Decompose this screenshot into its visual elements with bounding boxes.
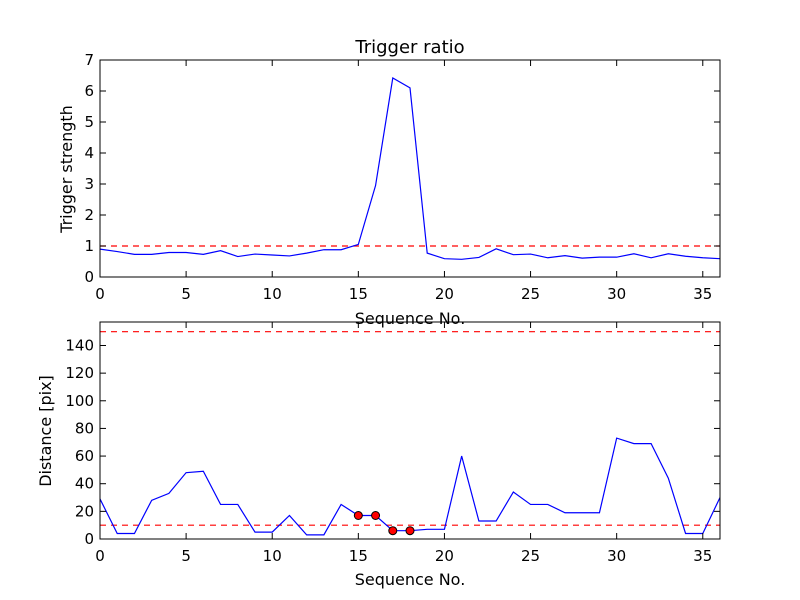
y-tick-label: 4 (84, 144, 94, 162)
y-axis-label: Trigger strength (57, 105, 76, 234)
x-tick-label: 20 (435, 285, 454, 303)
x-tick-label: 35 (693, 547, 712, 565)
distance-panel: Sequence No. Distance [pix] 0 5 10 15 20 25 30… (36, 321, 721, 589)
y-tick-label: 60 (75, 447, 94, 465)
data-point-marker (388, 526, 398, 536)
plot-frame (99, 321, 721, 540)
x-axis-label: Sequence No. (355, 570, 466, 589)
x-tick-label: 30 (607, 285, 626, 303)
x-tick-label: 15 (349, 547, 368, 565)
y-tick-label: 100 (65, 392, 94, 410)
y-axis-label: Distance [pix] (36, 375, 55, 487)
x-tick-label: 30 (607, 547, 626, 565)
y-tick-label: 0 (84, 530, 94, 548)
x-tick-label: 5 (181, 285, 191, 303)
y-tick-label: 120 (65, 364, 94, 382)
x-tick-label: 20 (435, 547, 454, 565)
x-tick-label: 5 (181, 547, 191, 565)
data-point-marker (371, 511, 381, 521)
x-axis-label: Sequence No. (355, 309, 466, 328)
y-tick-label: 20 (75, 502, 94, 520)
x-tick-label: 25 (521, 285, 540, 303)
y-tick-label: 40 (75, 475, 94, 493)
data-series-line (99, 77, 721, 260)
y-tick-label: 6 (84, 82, 94, 100)
y-tick-label: 140 (65, 336, 94, 354)
x-tick-label: 15 (349, 285, 368, 303)
x-tick-label: 0 (95, 285, 105, 303)
y-tick-label: 0 (84, 268, 94, 286)
x-tick-label: 10 (263, 285, 282, 303)
y-tick-label: 80 (75, 419, 94, 437)
data-series-line (99, 437, 721, 536)
y-tick-label: 5 (84, 113, 94, 131)
x-tick-label: 0 (95, 547, 105, 565)
x-tick-label: 10 (263, 547, 282, 565)
plot-frame (99, 59, 721, 278)
y-tick-label: 7 (84, 51, 94, 69)
data-point-marker (405, 526, 415, 536)
trigger-ratio-panel: Trigger ratio Sequence No. Trigger stren… (57, 37, 721, 328)
x-tick-label: 35 (693, 285, 712, 303)
y-tick-label: 3 (84, 175, 94, 193)
x-tick-label: 25 (521, 547, 540, 565)
chart-title: Trigger ratio (354, 37, 464, 58)
data-point-marker (353, 511, 363, 521)
y-tick-label: 2 (84, 206, 94, 224)
y-tick-label: 1 (84, 237, 94, 255)
